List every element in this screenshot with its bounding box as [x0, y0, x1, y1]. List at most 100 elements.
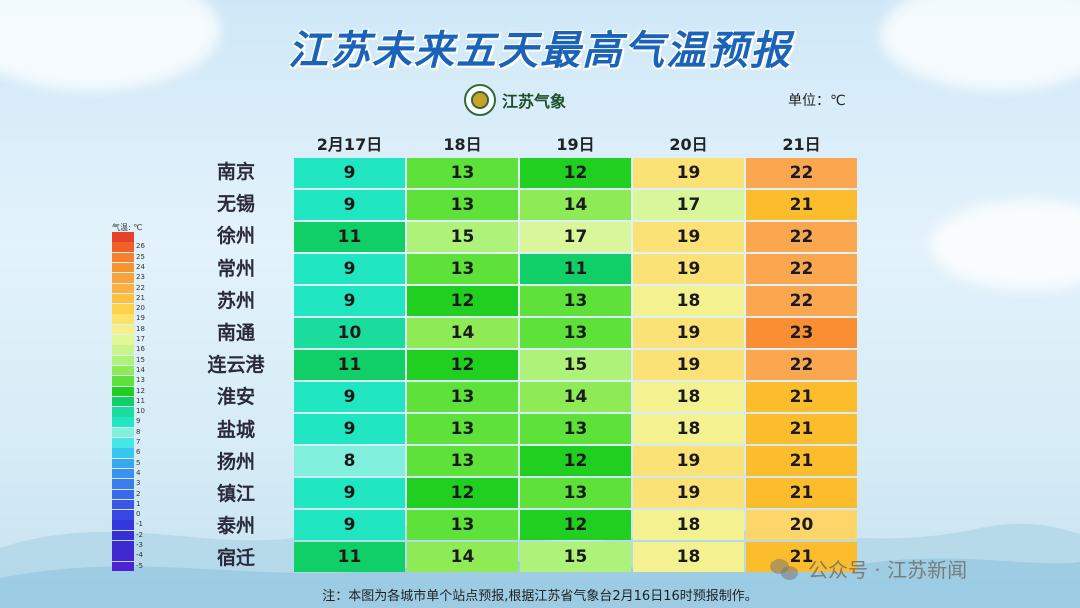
- temperature-cell: 17: [520, 222, 631, 252]
- legend-swatch: [112, 427, 134, 438]
- table-row: 9 13 14 17 21: [294, 190, 857, 220]
- legend-swatch: [112, 417, 134, 427]
- temperature-cell: 22: [746, 158, 857, 188]
- city-label: 镇江: [216, 483, 255, 505]
- temperature-cell: 14: [520, 382, 631, 412]
- legend-label: 7: [136, 438, 141, 446]
- temperature-cell: 13: [407, 446, 518, 476]
- legend-label: 17: [136, 335, 145, 343]
- legend-swatch: [112, 355, 134, 366]
- legend-label: 18: [136, 324, 145, 333]
- city-label: 连云港: [207, 354, 265, 377]
- temperature-cell: 9: [294, 158, 405, 188]
- city-label: 宿迁: [216, 547, 255, 570]
- temperature-cell: 17: [633, 190, 744, 220]
- legend-swatch: [112, 468, 134, 479]
- temperature-cell: 18: [633, 414, 744, 444]
- legend-swatch: [112, 489, 134, 499]
- legend-label: -1: [136, 520, 143, 529]
- legend-swatch: [112, 499, 134, 510]
- temperature-cell: 19: [633, 158, 744, 188]
- city-label: 南京: [216, 161, 255, 183]
- temperature-cell: 13: [520, 318, 631, 348]
- temperature-cell: 9: [294, 414, 405, 444]
- city-label: 扬州: [216, 450, 255, 473]
- legend-swatch: [112, 335, 134, 345]
- temperature-cell: 13: [407, 510, 518, 540]
- temperature-cell: 22: [746, 254, 857, 284]
- legend-label: -3: [136, 541, 143, 549]
- temperature-cell: 10: [294, 318, 405, 348]
- legend-label: 26: [136, 242, 145, 251]
- temperature-cell: 21: [746, 446, 857, 476]
- legend-label: 19: [136, 314, 145, 323]
- temperature-cell: 18: [633, 510, 744, 540]
- date-header: 19日: [556, 135, 595, 154]
- temperature-cell: 13: [407, 414, 518, 444]
- legend-swatch: [112, 242, 134, 252]
- legend-label: 12: [136, 386, 145, 395]
- legend-swatch: [112, 324, 134, 335]
- table-row: 10 14 13 19 23: [294, 318, 857, 348]
- legend-swatch: [112, 479, 134, 489]
- page-title: 江苏未来五天最高气温预报: [288, 28, 792, 74]
- legend-label: 1: [136, 499, 141, 508]
- temperature-cell: 18: [633, 542, 744, 572]
- legend-label: -5: [136, 561, 143, 570]
- legend-swatch: [112, 273, 134, 283]
- temperature-cell: 22: [746, 350, 857, 380]
- legend-swatch: [112, 438, 134, 448]
- temperature-cell: 18: [633, 382, 744, 412]
- legend-label: 3: [136, 479, 141, 488]
- legend-label: -4: [136, 551, 143, 560]
- legend-label: 22: [136, 283, 145, 292]
- temperature-cell: 15: [520, 542, 631, 572]
- date-header: 2月17日: [316, 135, 383, 154]
- date-header: 20日: [669, 135, 708, 154]
- table-row: 8 13 12 19 21: [294, 446, 857, 476]
- temperature-cell: 12: [520, 158, 631, 188]
- legend-swatch: [112, 252, 134, 263]
- temperature-cell: 9: [294, 510, 405, 540]
- temperature-cell: 15: [520, 350, 631, 380]
- temperature-cell: 12: [520, 510, 631, 540]
- temperature-cell: 19: [633, 222, 744, 252]
- city-label: 徐州: [216, 225, 255, 248]
- legend-swatch: [112, 345, 134, 355]
- temperature-cell: 19: [633, 478, 744, 508]
- table-row: 11 14 15 18 21: [294, 542, 857, 572]
- temperature-cell: 21: [746, 190, 857, 220]
- footnote: 注：本图为各城市单个站点预报,根据江苏省气象台2月16日16时预报制作。: [322, 589, 758, 604]
- logo: 江苏气象: [464, 84, 566, 116]
- date-header: 21日: [782, 135, 821, 154]
- table-row: 11 15 17 19 22: [294, 222, 857, 252]
- city-label: 苏州: [216, 289, 255, 312]
- legend-label: 15: [136, 355, 145, 364]
- table-row: 9 13 13 18 21: [294, 414, 857, 444]
- city-label: 常州: [216, 257, 255, 280]
- date-header-row: 2月17日 18日 19日 20日 21日: [294, 130, 857, 156]
- temperature-cell: 13: [520, 286, 631, 316]
- table-row: 9 13 14 18 21: [294, 382, 857, 412]
- city-label: 泰州: [216, 515, 255, 538]
- legend-label: 4: [136, 468, 141, 477]
- logo-text: 江苏气象: [502, 92, 567, 111]
- temperature-cell: 19: [633, 318, 744, 348]
- temperature-cell: 21: [746, 382, 857, 412]
- legend-label: 2: [136, 489, 141, 498]
- temperature-cell: 19: [633, 254, 744, 284]
- legend-swatch: [112, 407, 134, 417]
- legend-label: 24: [136, 262, 145, 271]
- legend-swatch: [112, 551, 134, 561]
- date-header: 18日: [443, 135, 482, 154]
- temperature-cell: 13: [407, 158, 518, 188]
- legend-swatch: [112, 561, 134, 572]
- temperature-cell: 8: [294, 446, 405, 476]
- legend-swatch: [112, 541, 134, 551]
- table-row: 9 12 13 19 21: [294, 478, 857, 508]
- temperature-cell: 13: [520, 478, 631, 508]
- table-row: 9 13 12 19 22: [294, 158, 857, 188]
- legend-swatch: [112, 386, 134, 396]
- legend-label: 13: [136, 376, 145, 385]
- temperature-cell: 12: [407, 286, 518, 316]
